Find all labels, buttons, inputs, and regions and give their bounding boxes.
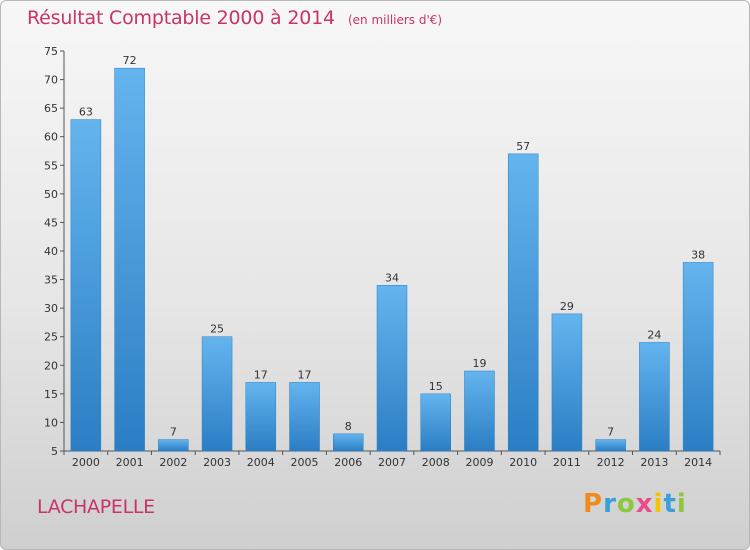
bar-value-label: 17: [254, 368, 268, 381]
bar-value-label: 29: [560, 300, 574, 313]
bar: [245, 382, 277, 452]
location-name: LACHAPELLE: [37, 496, 155, 518]
bar: [289, 382, 320, 452]
y-tick-label: 50: [44, 188, 58, 201]
bar-value-label: 25: [210, 323, 224, 336]
bar-value-label: 24: [647, 328, 661, 341]
x-tick-label: 2008: [422, 456, 450, 469]
bar: [70, 119, 102, 452]
chart-title: Résultat Comptable 2000 à 2014: [27, 7, 335, 29]
bar: [420, 393, 451, 452]
logo-letter: x: [635, 489, 654, 519]
y-tick-label: 55: [44, 159, 58, 172]
bar: [507, 153, 539, 452]
logo-letter: o: [616, 489, 636, 519]
x-tick-label: 2011: [553, 456, 581, 469]
bars: [70, 67, 714, 452]
x-tick-label: 2006: [334, 456, 362, 469]
bar: [158, 439, 189, 452]
bar-value-label: 7: [170, 426, 177, 439]
bar: [639, 342, 670, 452]
y-tick-label: 60: [44, 131, 58, 144]
y-tick-label: 35: [44, 274, 58, 287]
x-tick-label: 2002: [159, 456, 187, 469]
bar: [551, 313, 583, 452]
bar-value-label: 17: [298, 368, 312, 381]
y-tick-label: 65: [44, 102, 58, 115]
bar: [333, 433, 364, 452]
y-tick-label: 75: [44, 45, 58, 58]
x-tick-label: 2009: [465, 456, 493, 469]
x-tick-label: 2003: [203, 456, 231, 469]
y-tick-label: 10: [44, 416, 58, 429]
bar-value-label: 15: [429, 380, 443, 393]
x-tick-label: 2010: [509, 456, 537, 469]
bar-value-label: 34: [385, 271, 399, 284]
y-tick-label: 70: [44, 74, 58, 87]
bar: [114, 67, 145, 452]
chart-subtitle: (en milliers d'€): [347, 13, 443, 27]
x-tick-label: 2014: [684, 456, 712, 469]
bar: [464, 370, 495, 452]
y-tick-label: 25: [44, 331, 58, 344]
logo-letter: P: [583, 489, 604, 519]
y-tick-label: 40: [44, 245, 58, 258]
x-tick-label: 2013: [640, 456, 668, 469]
bar: [595, 439, 626, 452]
x-tick-label: 2001: [116, 456, 144, 469]
y-tick-label: 30: [44, 302, 58, 315]
x-tick-label: 2000: [72, 456, 100, 469]
bar-value-label: 63: [79, 106, 93, 119]
bar: [376, 285, 408, 452]
y-tick-label: 5: [51, 445, 58, 458]
logo-letter: t: [663, 489, 677, 519]
y-tick-label: 15: [44, 388, 58, 401]
x-tick-label: 2005: [291, 456, 319, 469]
bar: [682, 262, 714, 452]
x-tick-label: 2012: [597, 456, 625, 469]
title-row: Résultat Comptable 2000 à 2014 (en milli…: [27, 7, 442, 29]
bar-value-label: 38: [691, 248, 705, 261]
bar-value-label: 72: [123, 54, 137, 67]
x-tick-label: 2004: [247, 456, 275, 469]
logo-letter: r: [603, 489, 617, 519]
x-tick-label: 2007: [378, 456, 406, 469]
logo-letter: i: [653, 489, 664, 519]
bar: [201, 336, 233, 452]
y-tick-label: 20: [44, 359, 58, 372]
proxiti-logo: Proxiti: [583, 489, 687, 519]
bar-value-label: 8: [345, 420, 352, 433]
labels: 63 72 7 25 17 17 8 34 15 19 57 29 7 24 38: [79, 54, 705, 438]
bar-value-label: 57: [516, 140, 530, 153]
y-tick-label: 45: [44, 216, 58, 229]
bar-value-label: 19: [472, 357, 486, 370]
bar-value-label: 7: [607, 426, 614, 439]
logo-letter: i: [676, 489, 687, 519]
